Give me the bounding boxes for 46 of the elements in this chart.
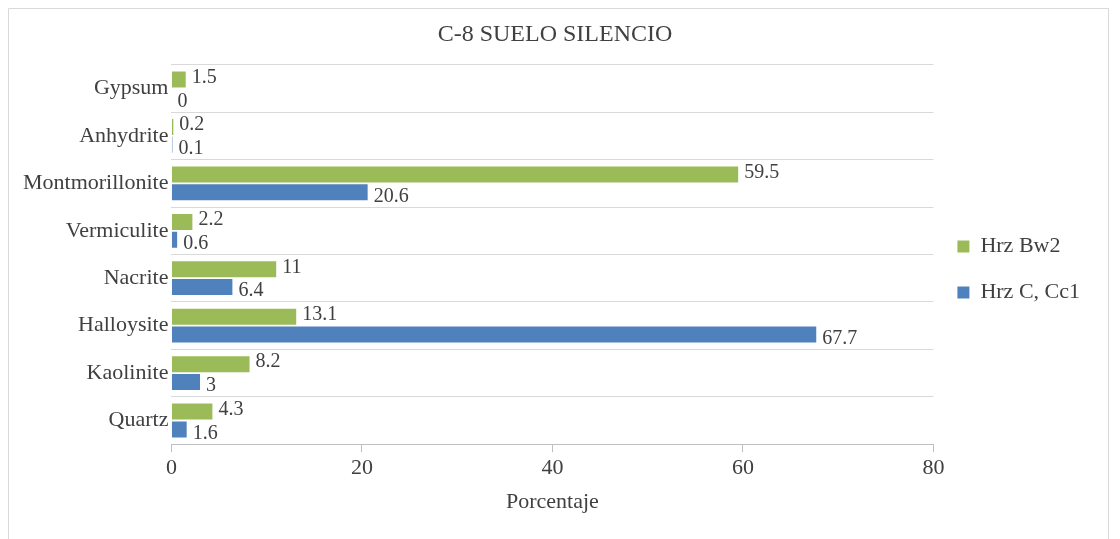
data-label: 2.2 [198, 207, 224, 230]
bar [171, 231, 178, 248]
bar [171, 356, 250, 373]
data-label: 8.2 [255, 349, 281, 372]
legend-label: Hrz C, Cc1 [980, 278, 1080, 304]
data-label: 0 [177, 88, 188, 111]
y-tick-label: Nacrite [103, 263, 169, 289]
bar [171, 184, 368, 201]
y-tick-label: Montmorillonite [22, 169, 169, 195]
data-label: 3 [206, 373, 217, 396]
data-label: 67.7 [822, 325, 858, 348]
bar [171, 279, 233, 296]
legend-label: Hrz Bw2 [980, 232, 1061, 258]
bar [171, 421, 187, 438]
x-tick-label: 80 [922, 454, 945, 480]
data-label: 6.4 [238, 278, 264, 301]
data-label: 0.6 [183, 230, 209, 253]
bar [171, 308, 297, 325]
y-tick-label: Halloysite [78, 311, 169, 337]
bar [171, 261, 277, 278]
bar [171, 166, 739, 183]
y-tick-label: Gypsum [93, 74, 169, 100]
x-tick-label: 60 [731, 454, 754, 480]
bar [171, 71, 186, 88]
bar [171, 403, 213, 420]
x-tick-label: 20 [350, 454, 373, 480]
bar [171, 373, 201, 390]
bar [171, 213, 193, 230]
data-label: 0.2 [179, 112, 205, 135]
y-tick-label: Kaolinite [86, 358, 169, 384]
x-axis-title: Porcentaje [505, 487, 599, 513]
data-label: 20.6 [373, 183, 409, 206]
data-label: 0.1 [178, 136, 204, 159]
data-label: 11 [282, 254, 302, 277]
data-label: 1.5 [191, 64, 217, 87]
data-label: 4.3 [218, 396, 244, 419]
data-label: 13.1 [302, 302, 338, 324]
data-label: 59.5 [744, 159, 780, 182]
y-tick-label: Anhydrite [79, 121, 169, 147]
data-label: 1.6 [192, 420, 218, 443]
y-tick-label: Vermiculite [65, 216, 169, 242]
x-tick-label: 40 [541, 454, 564, 480]
chart-title: C-8 SUELO SILENCIO [437, 19, 673, 46]
x-tick-label: 0 [165, 454, 177, 480]
bar [171, 326, 817, 343]
y-tick-label: Quartz [108, 406, 169, 432]
